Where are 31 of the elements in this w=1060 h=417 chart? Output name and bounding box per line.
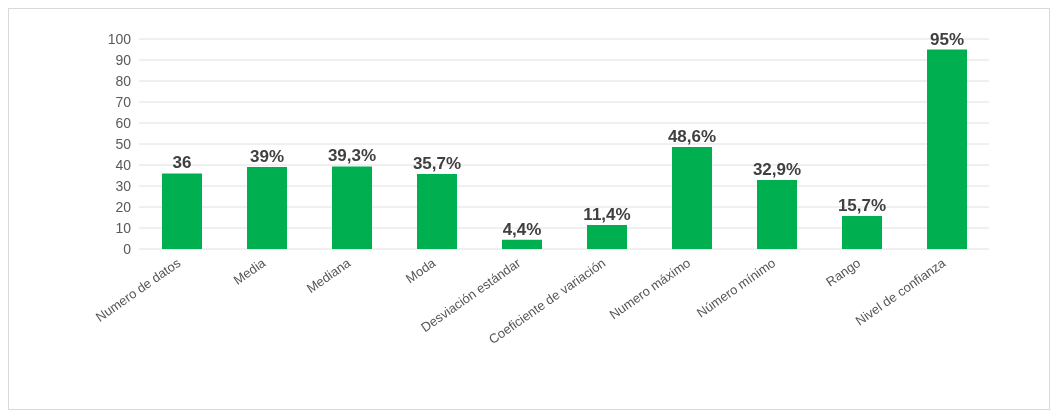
y-tick-label: 40 — [115, 156, 132, 173]
bar — [587, 225, 627, 249]
data-label: 35,7% — [412, 154, 462, 174]
data-label: 15,7% — [837, 196, 887, 216]
bar — [842, 216, 882, 249]
bar — [927, 49, 967, 249]
bar — [502, 239, 542, 249]
bar — [162, 173, 202, 249]
data-label: 39% — [249, 147, 285, 167]
y-tick-label: 50 — [115, 135, 132, 152]
bar — [247, 167, 287, 249]
y-tick-label: 90 — [115, 51, 132, 68]
data-label: 95% — [929, 29, 965, 49]
y-tick-label: 20 — [115, 198, 132, 215]
y-tick-label: 0 — [123, 240, 132, 257]
bar — [332, 166, 372, 249]
data-label: 4,4% — [502, 219, 542, 239]
data-label: 32,9% — [752, 159, 802, 179]
y-tick-label: 10 — [115, 219, 132, 236]
bar — [757, 179, 797, 249]
y-tick-label: 100 — [107, 30, 132, 47]
data-label: 39,3% — [327, 146, 377, 166]
y-tick-label: 60 — [115, 114, 132, 131]
data-label: 36 — [172, 153, 192, 173]
data-label: 11,4% — [583, 205, 631, 225]
data-label: 48,6% — [667, 126, 717, 146]
y-tick-label: 30 — [115, 177, 132, 194]
y-tick-label: 80 — [115, 72, 132, 89]
bar — [417, 174, 457, 249]
bar — [672, 146, 712, 249]
y-tick-label: 70 — [115, 93, 132, 110]
